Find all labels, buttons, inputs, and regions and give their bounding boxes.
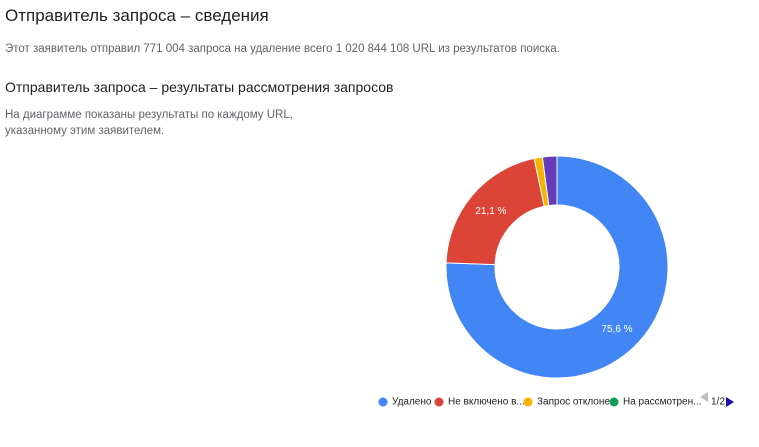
section-title: Отправитель запроса – результаты рассмот…: [5, 79, 394, 95]
legend-label: На рассмотрен...: [623, 397, 701, 408]
legend-label: Запрос отклонен: [537, 397, 615, 408]
legend-prev[interactable]: [700, 392, 708, 402]
slice-label: 21,1 %: [475, 206, 506, 217]
legend-swatch: [378, 397, 388, 407]
slice: [445, 155, 669, 379]
legend-page: 1/2: [711, 397, 725, 408]
legend-label: Не включено в...: [448, 397, 525, 408]
slice: [541, 155, 558, 207]
legend-label: Удалено: [392, 397, 432, 408]
legend-swatch: [609, 397, 619, 407]
summary: Этот заявитель отправил 771 004 запроса …: [5, 43, 560, 55]
legend-swatch: [434, 397, 444, 407]
slice-label: 75,6 %: [601, 324, 632, 335]
title: Отправитель запроса – сведения: [5, 6, 269, 25]
legend-next[interactable]: [726, 397, 734, 407]
legend-swatch: [523, 397, 533, 407]
section-text: На диаграмме показаны результаты по кажд…: [5, 109, 293, 137]
